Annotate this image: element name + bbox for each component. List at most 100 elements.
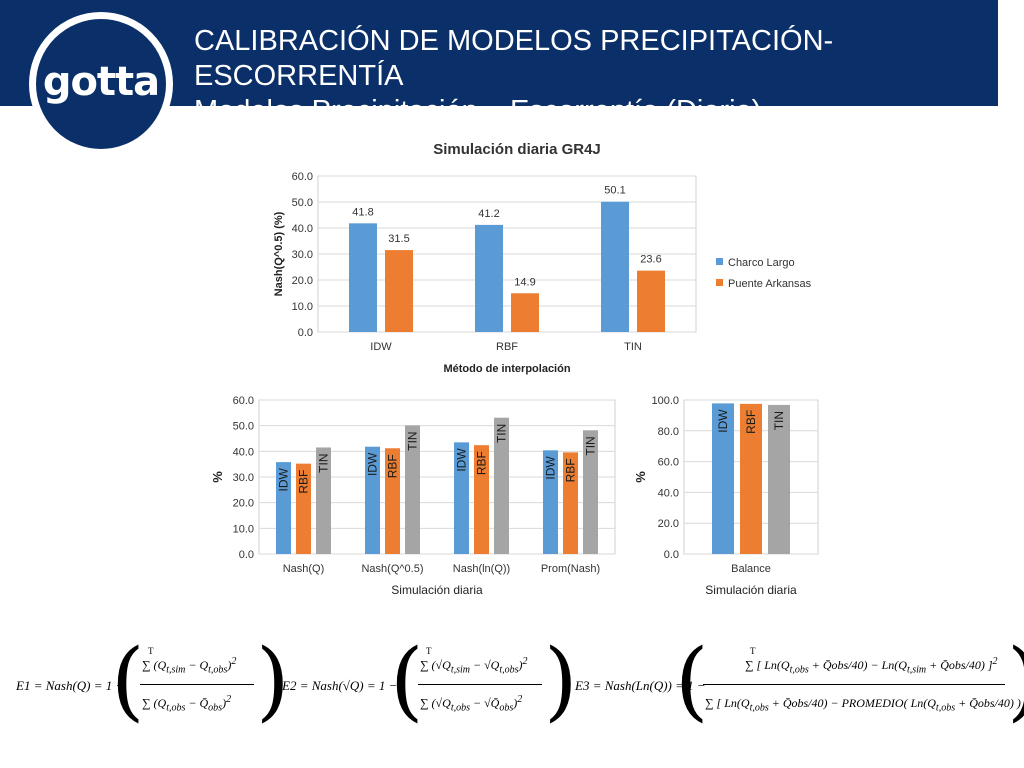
e1-close-paren: )	[256, 631, 290, 731]
e1-fraction-line	[140, 684, 254, 685]
y-axis-title: %	[633, 471, 648, 483]
bar-label: TIN	[495, 424, 509, 443]
bar	[543, 450, 558, 554]
e3-fraction-line	[703, 684, 1005, 685]
bar-label: TIN	[772, 411, 786, 430]
slide-title: CALIBRACIÓN DE MODELOS PRECIPITACIÓN-ESC…	[194, 24, 1024, 129]
e1-open-paren: (	[111, 631, 145, 731]
bar	[768, 404, 790, 554]
e2-label: E2 = Nash(√Q) = 1 −	[282, 678, 398, 693]
logo-text: gotta	[42, 59, 160, 105]
bar-label: RBF	[297, 470, 311, 494]
y-tick-label: 0.0	[298, 327, 313, 339]
bar-label: TIN	[584, 436, 598, 455]
bar	[405, 425, 420, 554]
legend-swatch	[716, 279, 723, 286]
title-line-1: CALIBRACIÓN DE MODELOS PRECIPITACIÓN-ESC…	[194, 25, 834, 92]
e1-denominator: ∑ (Qt,obs − Q̄obs)2	[142, 694, 232, 714]
y-tick-label: 0.0	[664, 549, 679, 561]
title-line-2: Modelos Precipitación – Escorrentía (Dia…	[194, 95, 762, 127]
y-tick-label: 30.0	[233, 472, 254, 484]
x-axis-title: Simulación diaria	[705, 583, 797, 597]
e2-open-paren: (	[390, 631, 424, 731]
bar-label: RBF	[564, 458, 578, 482]
data-label: 23.6	[640, 254, 661, 266]
bar-label: RBF	[386, 454, 400, 478]
data-label: 31.5	[388, 233, 409, 245]
y-tick-label: 60.0	[658, 457, 679, 469]
e3-numerator: ∑ [ Ln(Qt,obs + Q̄obs/40) − Ln(Qt,sim + …	[745, 656, 998, 676]
legend-label: Puente Arkansas	[728, 278, 812, 290]
e3-denominator: ∑ [ Ln(Qt,obs + Q̄obs/40) − PROMEDIO( Ln…	[705, 696, 1024, 714]
bar	[316, 447, 331, 554]
y-tick-label: 60.0	[292, 171, 313, 183]
bar	[712, 403, 734, 554]
bar	[563, 452, 578, 554]
bar	[349, 223, 377, 332]
y-tick-label: 50.0	[292, 197, 313, 209]
bar	[511, 293, 539, 332]
legend-label: Charco Largo	[728, 257, 795, 269]
bar	[601, 201, 629, 332]
y-tick-label: 10.0	[292, 301, 313, 313]
e1-label: E1 = Nash(Q) = 1 −	[16, 678, 125, 693]
e1-numerator: ∑ (Qt,sim − Qt,obs)2	[142, 656, 237, 676]
bar	[385, 448, 400, 554]
bar	[494, 417, 509, 554]
y-axis-title: Nash(Q^0.5) (%)	[273, 211, 285, 296]
bar	[296, 463, 311, 554]
bar	[740, 403, 762, 554]
e2-denominator: ∑ (√Qt,obs − √Q̄obs)2	[420, 694, 523, 714]
y-tick-label: 20.0	[658, 518, 679, 530]
equation-e1: E1 = Nash(Q) = 1 − ( T ∑ (Qt,sim − Qt,ob…	[16, 631, 290, 731]
bar-label: IDW	[716, 409, 730, 433]
y-tick-label: 30.0	[292, 249, 313, 261]
bar-label: TIN	[406, 431, 420, 450]
bar	[474, 445, 489, 554]
data-label: 41.8	[352, 206, 373, 218]
x-tick-label: Nash(ln(Q))	[453, 563, 510, 575]
e3-label: E3 = Nash(Ln(Q)) = 1 −	[575, 678, 706, 693]
bar	[637, 270, 665, 332]
y-tick-label: 80.0	[658, 426, 679, 438]
chart-title: Simulación diaria GR4J	[433, 141, 601, 158]
legend-swatch	[716, 258, 723, 265]
bar	[365, 446, 380, 554]
daily-simulation-metrics-chart: 0.0 10.0 20.0 30.0 40.0 50.0 60.0 IDW RBF TIN Nash…	[210, 395, 616, 597]
bar-label: IDW	[544, 456, 558, 480]
bar-label: IDW	[277, 467, 291, 491]
e3-close-paren: )	[1007, 638, 1024, 724]
y-tick-label: 10.0	[233, 523, 254, 535]
gr4j-nash-chart: 0.0 10.0 20.0 30.0 40.0 50.0 60.0 41.8 31.5 IDW 41…	[273, 141, 812, 375]
data-label: 41.2	[478, 208, 499, 220]
x-tick-label: Nash(Q^0.5)	[361, 563, 423, 575]
bar-label: IDW	[366, 452, 380, 476]
y-tick-label: 100.0	[651, 395, 679, 407]
bar-label: RBF	[475, 451, 489, 475]
x-tick-label: RBF	[496, 341, 518, 353]
y-tick-label: 20.0	[292, 275, 313, 287]
gotta-logo: gotta	[29, 12, 173, 156]
e2-close-paren: )	[544, 631, 578, 731]
e2-numerator: ∑ (√Qt,sim − √Qt,obs)2	[420, 656, 528, 676]
equation-e3: E3 = Nash(Ln(Q)) = 1 − ( T ∑ [ Ln(Qt,obs…	[575, 638, 1024, 730]
y-tick-label: 20.0	[233, 498, 254, 510]
bar	[475, 224, 503, 332]
bar	[454, 442, 469, 554]
y-tick-label: 0.0	[239, 549, 254, 561]
x-axis-title: Método de interpolación	[443, 363, 570, 375]
y-tick-label: 60.0	[233, 395, 254, 407]
x-tick-label: Balance	[731, 563, 771, 575]
bar	[276, 462, 291, 554]
bar-label: IDW	[455, 448, 469, 472]
x-axis-title: Simulación diaria	[391, 583, 483, 597]
data-label: 50.1	[604, 185, 625, 197]
e3-num-sum-top: T	[750, 646, 756, 656]
y-tick-label: 40.0	[233, 446, 254, 458]
equation-e2: E2 = Nash(√Q) = 1 − ( T ∑ (√Qt,sim − √Qt…	[282, 631, 578, 731]
e1-num-sum-top: T	[148, 646, 154, 656]
e2-fraction-line	[418, 684, 542, 685]
x-tick-label: TIN	[624, 341, 642, 353]
y-tick-label: 50.0	[233, 421, 254, 433]
x-tick-label: Prom(Nash)	[541, 563, 600, 575]
